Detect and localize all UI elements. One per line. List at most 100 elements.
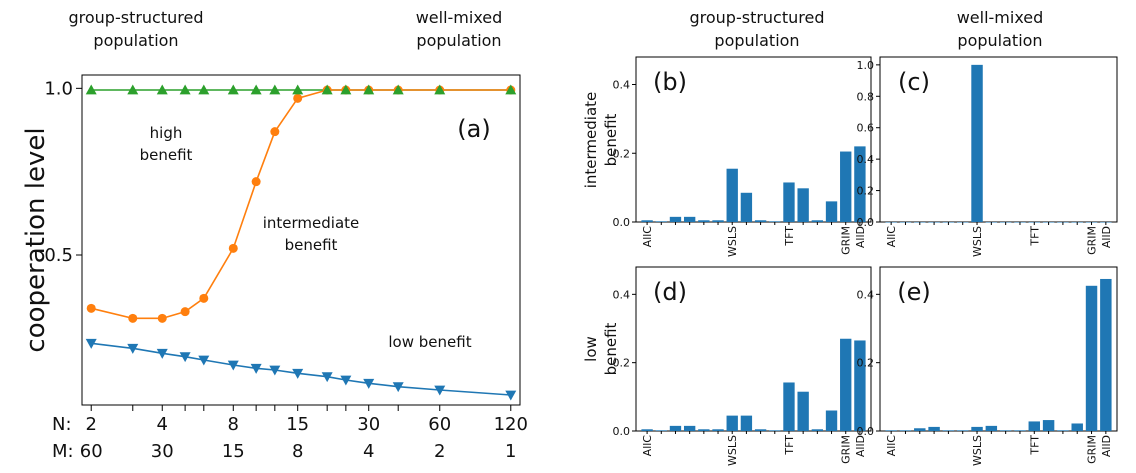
panel-a-point-low	[392, 382, 404, 393]
panel-b-ytick-label: 0.2	[613, 147, 631, 160]
panel-b-category-label: GRIM	[840, 226, 853, 255]
panel-a-xtick-label-M: 8	[292, 441, 303, 462]
panel-a-point-intermediate	[228, 243, 238, 253]
panel-d-bar	[840, 338, 852, 431]
panel-b-bar	[854, 146, 866, 222]
panel-a-point-low	[156, 348, 168, 359]
panel-e-bar	[1071, 423, 1083, 431]
panel-d-bar	[825, 410, 838, 431]
panel-d-bar	[669, 425, 682, 431]
panel-e-bar	[1057, 430, 1069, 431]
panel-a-point-low	[340, 375, 352, 386]
panel-a-annotation-low: low benefit	[388, 333, 471, 351]
panel-e-bar	[1085, 285, 1098, 431]
panel-a-point-high	[250, 84, 262, 95]
panel-a-point-high	[198, 84, 210, 95]
panel-a-point-high	[127, 84, 139, 95]
panel-e-ytick-label: 0.2	[857, 357, 875, 370]
panel-a-point-low	[198, 355, 210, 366]
panel-e-label: (e)	[897, 278, 931, 306]
panel-a-point-high	[434, 84, 446, 95]
panel-b-bar	[712, 220, 724, 222]
panel-a-point-high	[227, 84, 239, 95]
panel-c-ytick-label: 0.6	[857, 122, 875, 135]
panel-e-category-label: GRIM	[1086, 435, 1099, 464]
panel-d-bar	[783, 382, 795, 431]
row-label-intermediate: intermediate benefit	[582, 92, 620, 189]
panel-a-point-low	[434, 385, 446, 396]
panel-e-bar	[1042, 420, 1055, 431]
panel-a-point-low	[269, 365, 281, 376]
row-label-intermediate-text: intermediate benefit	[582, 92, 620, 189]
panel-a-point-high	[179, 84, 191, 95]
panel-a-xtick-prefix-N: N:	[52, 414, 72, 435]
panel-a-ytick-label: 1.0	[44, 78, 73, 99]
panel-c-ytick-label: 0.8	[857, 90, 875, 103]
panel-c-bar	[971, 64, 983, 222]
panel-a-ylabel: cooperation level	[21, 127, 51, 352]
panel-a-xtick-label-M: 30	[151, 441, 174, 462]
header-left-well-mixed: well-mixed population	[416, 8, 503, 50]
header-left-group-structured: group-structured population	[68, 8, 203, 50]
panel-a-xtick-label-M: 60	[80, 441, 103, 462]
panel-a-point-high	[321, 84, 333, 95]
panel-a-point-high	[156, 84, 168, 95]
panel-b-ytick-label: 0.4	[613, 79, 631, 92]
panel-a-point-low	[179, 352, 191, 363]
panel-b-bar	[726, 168, 738, 222]
panel-b-bar	[769, 221, 781, 222]
panel-c-category-label: AllC	[885, 226, 898, 248]
panel-a-xtick-label-M: 4	[363, 441, 374, 462]
row-label-low: low benefit	[582, 322, 620, 375]
panel-e-bar	[956, 430, 969, 431]
panel-a-xtick-label-N: 120	[494, 414, 528, 435]
panel-e-frame	[879, 266, 1118, 432]
panel-a-frame	[81, 74, 521, 406]
panel-e-ytick-label: 0.0	[857, 425, 875, 438]
panel-b-category-label: AllD	[854, 226, 867, 248]
panel-a-label: (a)	[457, 115, 490, 143]
panel-e-bar	[942, 430, 955, 431]
panel-d-bar	[726, 415, 738, 431]
panel-a-point-low	[363, 378, 375, 389]
panel-d-bar	[712, 429, 724, 431]
panel-c-ytick-label: 0.2	[857, 185, 875, 198]
panel-a-annotation-high: high benefit	[140, 124, 193, 164]
panel-e-category-label: WSLS	[971, 435, 984, 466]
panel-a-point-low	[321, 372, 333, 383]
panel-b-ytick-label: 0.0	[613, 216, 631, 229]
panel-d-bar	[698, 429, 710, 431]
panel-b-bar	[783, 182, 795, 222]
panel-a-xtick-label-M: 2	[434, 441, 445, 462]
panel-d-category-label: AllD	[854, 435, 867, 457]
panel-a-point-high	[292, 84, 304, 95]
panel-a-point-low	[85, 338, 97, 349]
panel-a-xtick-label-N: 8	[228, 414, 239, 435]
panel-b-bar	[840, 151, 852, 222]
panel-a-ytick-label: 0.5	[44, 245, 73, 266]
panel-d-label: (d)	[653, 278, 687, 306]
panel-a-point-intermediate	[270, 127, 280, 137]
panel-d-ytick-label: 0.4	[613, 288, 631, 301]
panel-a-point-high	[363, 84, 375, 95]
panel-e-bar	[1014, 430, 1026, 431]
panel-e-bar	[971, 426, 983, 431]
panel-e-bar	[885, 430, 897, 431]
panel-c-ytick-label: 0.0	[857, 216, 875, 229]
panel-c-category-label: WSLS	[971, 226, 984, 257]
panel-c-category-label: GRIM	[1086, 226, 1099, 255]
panel-a-point-low	[127, 343, 139, 354]
panel-e-bar	[985, 425, 998, 431]
panel-b-bar	[811, 220, 824, 222]
panel-a-point-intermediate	[199, 293, 209, 303]
panel-d-bar	[854, 340, 866, 431]
panel-d-bar	[641, 429, 653, 431]
panel-c-category-label: AllD	[1100, 226, 1113, 248]
panel-e-category-label: TFT	[1028, 435, 1041, 456]
panel-d-frame	[635, 266, 872, 432]
panel-e-ytick-label: 0.4	[857, 288, 875, 301]
panel-a-xtick-label-M: 15	[222, 441, 245, 462]
panel-d-bar	[811, 429, 824, 431]
panel-e-bar	[1028, 421, 1041, 431]
